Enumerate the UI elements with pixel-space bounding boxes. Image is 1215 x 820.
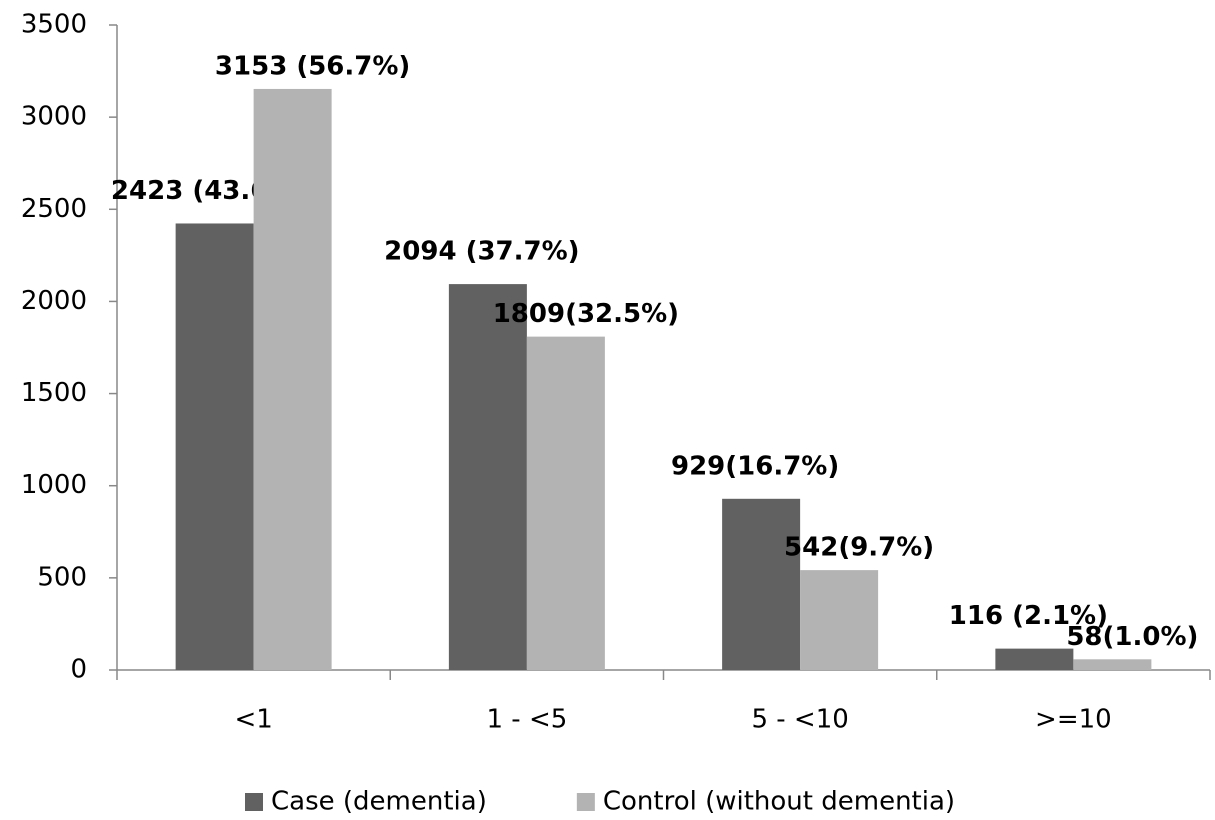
- x-tick-label: 5 - <10: [751, 705, 848, 735]
- legend-swatch: [245, 793, 263, 811]
- legend-swatch: [576, 793, 595, 811]
- value-label: 542(9.7%): [784, 533, 934, 563]
- bar: [995, 648, 1074, 670]
- bar: [175, 223, 254, 670]
- value-label: 2094 (37.7%): [384, 237, 579, 267]
- y-tick-label: 3000: [21, 102, 87, 132]
- y-tick-label: 0: [70, 655, 87, 685]
- value-label: 929(16.7%): [671, 451, 839, 481]
- y-tick-label: 2000: [21, 286, 87, 316]
- bar: [800, 570, 879, 670]
- y-tick-label: 3500: [21, 10, 87, 40]
- value-label: 3153 (56.7%): [215, 51, 410, 81]
- value-label: 58(1.0%): [1066, 622, 1198, 652]
- value-label: 1809(32.5%): [493, 299, 679, 329]
- y-tick-label: 1500: [21, 378, 87, 408]
- x-tick-label: <1: [234, 705, 272, 735]
- bar: [253, 88, 332, 670]
- x-tick-label: 1 - <5: [486, 705, 567, 735]
- bar: [448, 284, 527, 670]
- legend-label: Case (dementia): [271, 787, 487, 817]
- legend-label: Control (without dementia): [603, 787, 955, 817]
- y-tick-label: 500: [37, 562, 87, 592]
- bar: [1073, 659, 1152, 670]
- y-tick-label: 2500: [21, 194, 87, 224]
- bar: [722, 498, 801, 670]
- y-tick-label: 1000: [21, 470, 87, 500]
- value-label: 116 (2.1%): [949, 601, 1108, 631]
- bar: [526, 336, 605, 670]
- x-tick-label: >=10: [1035, 705, 1112, 735]
